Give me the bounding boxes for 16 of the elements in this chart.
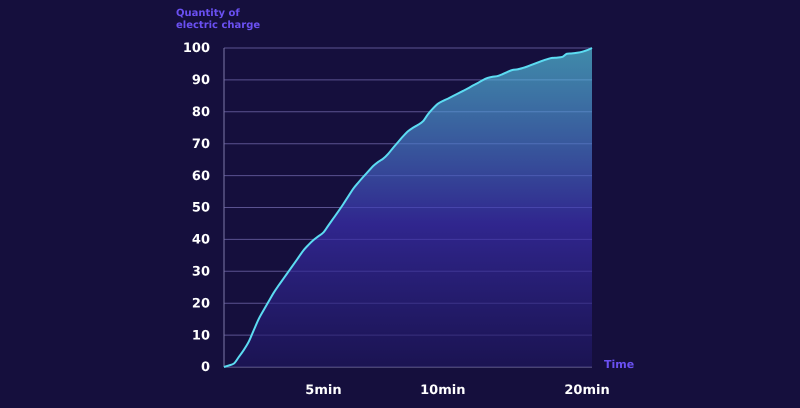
y-tick-label: 0 — [200, 360, 210, 376]
x-tick-label: 20min — [564, 383, 610, 398]
y-tick-label: 80 — [192, 104, 210, 120]
x-axis-title: Time — [604, 358, 634, 371]
x-tick-label: 5min — [305, 383, 342, 398]
y-axis-title: Quantity of electric charge — [176, 8, 260, 31]
y-tick-label: 10 — [192, 328, 210, 344]
y-tick-label: 50 — [192, 200, 210, 216]
y-tick-label: 90 — [192, 73, 210, 88]
y-tick-label: 30 — [192, 264, 210, 280]
x-tick-label: 10min — [420, 383, 466, 398]
y-tick-label: 20 — [192, 296, 210, 312]
y-tick-label: 100 — [182, 41, 210, 56]
y-tick-label: 40 — [192, 232, 210, 248]
y-tick-label: 60 — [192, 168, 210, 184]
y-tick-label: 70 — [192, 136, 210, 152]
